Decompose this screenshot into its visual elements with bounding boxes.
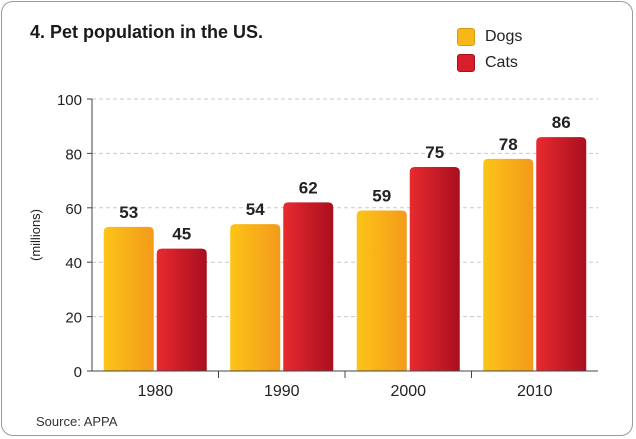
data-label-dogs-1990: 54 <box>246 200 265 219</box>
y-tick-label: 60 <box>65 201 82 218</box>
y-tick-label: 0 <box>74 364 82 381</box>
bar-cats-1990 <box>283 202 333 371</box>
data-label-dogs-1980: 53 <box>119 203 138 222</box>
x-tick-label: 2000 <box>390 383 426 400</box>
x-tick-label: 2010 <box>517 383 553 400</box>
bar-dogs-1990 <box>230 224 280 371</box>
y-tick-label: 20 <box>65 310 82 327</box>
data-label-dogs-2000: 59 <box>372 187 391 206</box>
y-axis-label: (millions) <box>28 209 43 261</box>
data-label-cats-1980: 45 <box>172 225 191 244</box>
y-tick-label: 100 <box>57 92 82 109</box>
bar-cats-1980 <box>157 249 207 371</box>
bar-dogs-1980 <box>104 227 154 371</box>
x-tick-label: 1980 <box>137 383 173 400</box>
bar-cats-2010 <box>536 137 586 371</box>
x-tick-label: 1990 <box>264 383 300 400</box>
bar-dogs-2010 <box>483 159 533 371</box>
data-label-cats-2000: 75 <box>425 143 444 162</box>
y-tick-label: 40 <box>65 255 82 272</box>
bar-cats-2000 <box>410 167 460 371</box>
data-label-cats-2010: 86 <box>552 113 571 132</box>
data-label-dogs-2010: 78 <box>499 135 518 154</box>
y-tick-label: 80 <box>65 146 82 163</box>
bar-dogs-2000 <box>357 211 407 371</box>
data-label-cats-1990: 62 <box>299 178 318 197</box>
